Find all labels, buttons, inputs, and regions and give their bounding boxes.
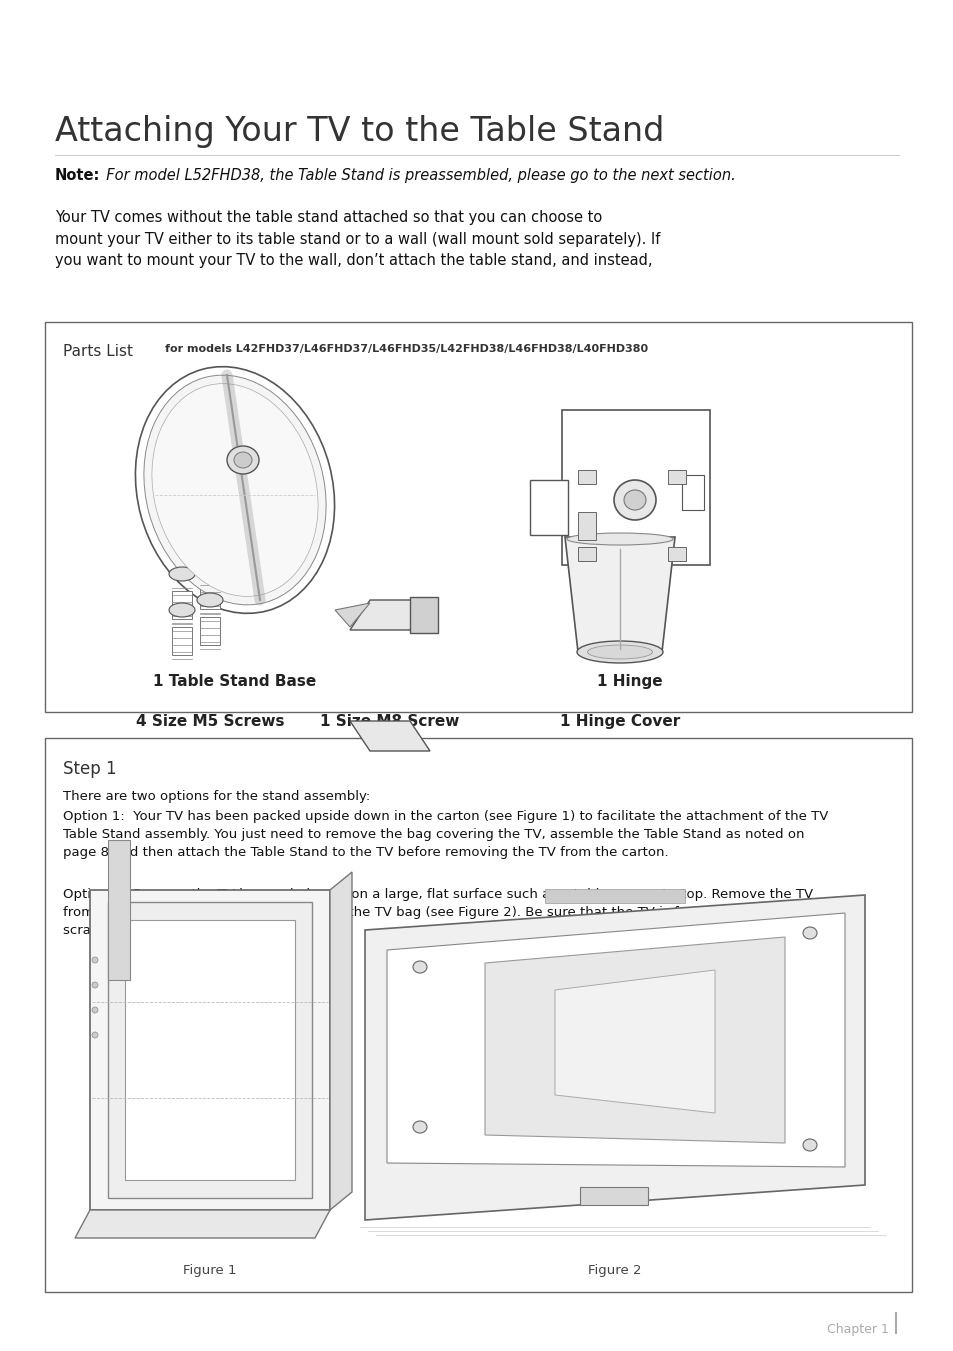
Text: Parts List: Parts List: [63, 345, 132, 359]
Polygon shape: [90, 890, 330, 1210]
Polygon shape: [410, 597, 437, 634]
Text: For model L52FHD38, the Table Stand is preassembled, please go to the next secti: For model L52FHD38, the Table Stand is p…: [97, 168, 735, 182]
Text: 1 Size M8 Screw: 1 Size M8 Screw: [320, 713, 459, 730]
Ellipse shape: [577, 640, 662, 663]
Ellipse shape: [144, 376, 326, 605]
Bar: [667, 470, 685, 484]
Text: 1 Table Stand Base: 1 Table Stand Base: [153, 674, 316, 689]
Ellipse shape: [614, 480, 656, 520]
Text: 1 Hinge Cover: 1 Hinge Cover: [559, 713, 679, 730]
Text: Your TV comes without the table stand attached so that you can choose to
mount y: Your TV comes without the table stand at…: [55, 209, 659, 269]
Polygon shape: [350, 721, 430, 751]
Bar: [172, 627, 192, 655]
Polygon shape: [555, 970, 714, 1113]
Bar: [544, 889, 684, 902]
Ellipse shape: [152, 384, 317, 596]
Polygon shape: [108, 902, 312, 1198]
Text: for models L42FHD37/L46FHD37/L46FHD35/L42FHD38/L46FHD38/L40FHD380: for models L42FHD37/L46FHD37/L46FHD35/L4…: [165, 345, 647, 354]
Text: Figure 2: Figure 2: [588, 1265, 641, 1277]
Bar: [200, 581, 220, 609]
Ellipse shape: [413, 961, 427, 973]
Ellipse shape: [91, 957, 98, 963]
Text: Step 1: Step 1: [63, 761, 116, 778]
Text: 1 Hinge: 1 Hinge: [597, 674, 662, 689]
Ellipse shape: [233, 453, 252, 467]
Ellipse shape: [802, 1139, 816, 1151]
Polygon shape: [335, 603, 370, 627]
Ellipse shape: [135, 366, 335, 613]
Bar: [579, 1188, 647, 1205]
Polygon shape: [125, 920, 294, 1179]
Polygon shape: [387, 913, 844, 1167]
Ellipse shape: [587, 644, 652, 659]
Polygon shape: [484, 938, 784, 1143]
Text: 4 Size M5 Screws: 4 Size M5 Screws: [135, 713, 284, 730]
Ellipse shape: [802, 927, 816, 939]
Bar: [172, 590, 192, 619]
Bar: [667, 547, 685, 561]
Bar: [45, 738, 911, 1292]
Ellipse shape: [196, 593, 223, 607]
Text: Attaching Your TV to the Table Stand: Attaching Your TV to the Table Stand: [55, 115, 663, 149]
Text: Chapter 1: Chapter 1: [826, 1323, 888, 1336]
Bar: [561, 409, 709, 565]
Polygon shape: [350, 600, 430, 630]
Ellipse shape: [566, 534, 672, 544]
Bar: [45, 322, 911, 712]
Ellipse shape: [91, 982, 98, 988]
Ellipse shape: [196, 557, 223, 571]
Ellipse shape: [227, 446, 258, 474]
Bar: [578, 547, 596, 561]
Bar: [530, 480, 567, 535]
Ellipse shape: [413, 1121, 427, 1133]
Polygon shape: [75, 1210, 330, 1238]
Bar: [108, 840, 130, 979]
Text: Note:: Note:: [55, 168, 100, 182]
Ellipse shape: [169, 567, 194, 581]
Bar: [578, 470, 596, 484]
Bar: [578, 512, 596, 540]
Bar: [681, 476, 703, 509]
Polygon shape: [365, 894, 864, 1220]
Text: Option 2:  Remove the TV bag and place it on a large, flat surface such as a tab: Option 2: Remove the TV bag and place it…: [63, 888, 812, 938]
Text: Figure 1: Figure 1: [183, 1265, 236, 1277]
Text: Option 1:  Your TV has been packed upside down in the carton (see Figure 1) to f: Option 1: Your TV has been packed upside…: [63, 811, 827, 859]
Polygon shape: [564, 536, 675, 653]
Ellipse shape: [91, 1006, 98, 1013]
Ellipse shape: [623, 490, 645, 509]
Ellipse shape: [169, 603, 194, 617]
Polygon shape: [330, 871, 352, 1210]
Text: There are two options for the stand assembly:: There are two options for the stand asse…: [63, 790, 370, 802]
Ellipse shape: [91, 1032, 98, 1038]
Bar: [200, 617, 220, 644]
